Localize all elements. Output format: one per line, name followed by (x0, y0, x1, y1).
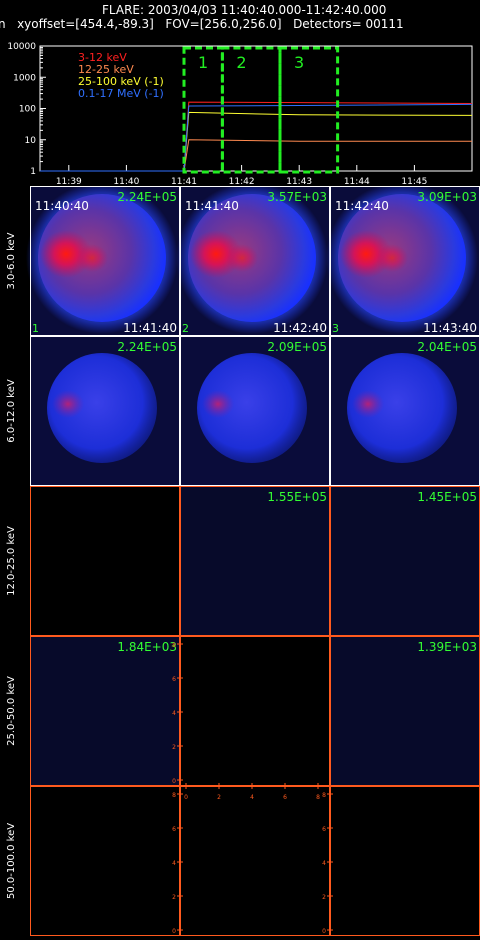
interval-label-1: 1 (198, 53, 208, 72)
orange-axis-label: 0 (322, 928, 326, 935)
orange-axis-label: 2 (172, 894, 176, 901)
legend-entry-3: 25-100 keV (-1) (78, 75, 164, 88)
panel-border (180, 336, 330, 486)
empty-black-panel (180, 636, 330, 786)
x-tick-label: 11:45 (401, 177, 427, 186)
orange-axis-label: 4 (172, 710, 176, 717)
page-title: FLARE: 2003/04/03 11:40:40.000-11:42:40.… (102, 3, 387, 17)
series-line-2 (40, 139, 472, 172)
y-tick-label: 1 (30, 167, 36, 177)
empty-black-panel (180, 786, 330, 936)
max-counts-label: 3.57E+03 (267, 190, 327, 204)
max-counts-label: 2.04E+05 (417, 340, 477, 354)
orange-axis-label: 0 (184, 794, 188, 801)
orange-axis-label: 0 (172, 778, 176, 785)
interval-end-time: 11:41:40 (123, 321, 177, 335)
dark-image-panel (330, 636, 480, 786)
max-counts-label: 2.24E+05 (117, 340, 177, 354)
orange-axis-label: 2 (322, 894, 326, 901)
interval-end-time: 11:43:40 (423, 321, 477, 335)
empty-black-panel (30, 786, 180, 936)
orange-axis-label: 6 (283, 794, 287, 801)
panel-border (30, 486, 180, 636)
max-counts-label: 1.84E+03 (117, 640, 177, 654)
dark-image-panel (180, 486, 330, 636)
series-line-4 (40, 103, 473, 172)
max-counts-label: 1.45E+05 (417, 490, 477, 504)
energy-band-label: 50.0-100.0 keV (6, 823, 17, 899)
flare-disk-blue (47, 353, 157, 463)
dark-image-panel (30, 636, 180, 786)
left-fragment: n (0, 17, 6, 31)
legend-entry-2: 12-25 keV (78, 63, 134, 76)
energy-band-label: 12.0-25.0 keV (6, 526, 17, 596)
x-tick-label: 11:39 (56, 177, 82, 186)
flare-disk-blue (197, 353, 307, 463)
lightcurve-chart: 1 10 100 1000 10000 11:39 11:40 11:41 11:42 11:43… (7, 42, 473, 186)
x-tick-label: 11:40 (113, 177, 139, 186)
interval-box-2 (220, 46, 282, 174)
max-counts-label: 2.09E+05 (267, 340, 327, 354)
flare-hot-spot-blue (352, 390, 384, 418)
flare-disk-blue (347, 353, 457, 463)
flare-hot-spot-blue (52, 390, 84, 418)
detectors-text: Detectors= 00111 (293, 17, 404, 31)
orange-axis-label: 2 (217, 794, 221, 801)
max-counts-label: 3.09E+03 (417, 190, 477, 204)
interval-start-time: 11:42:40 (335, 199, 389, 213)
orange-axis-label: 6 (172, 676, 176, 683)
interval-number: 1 (32, 322, 39, 335)
flare-hot-spot-blue (202, 390, 234, 418)
flare-secondary-spot (226, 244, 258, 272)
energy-band-label: 6.0-12.0 keV (6, 379, 17, 443)
dark-image-panel (330, 486, 480, 636)
orange-axis-label: 6 (322, 826, 326, 833)
x-tick-label: 11:43 (286, 177, 312, 186)
interval-end-time: 11:42:40 (273, 321, 327, 335)
legend-entry-1: 3-12 keV (78, 51, 127, 64)
interval-label-3: 3 (294, 53, 304, 72)
orange-axis-label: 0 (172, 928, 176, 935)
y-tick-label: 100 (19, 105, 36, 115)
panel-border (180, 486, 330, 636)
orange-axis-label: 2 (172, 744, 176, 751)
orange-axis-label: 4 (322, 860, 326, 867)
interval-number: 3 (332, 322, 339, 335)
max-counts-label: 1.55E+05 (267, 490, 327, 504)
panel-border (30, 336, 180, 486)
empty-black-panel (330, 786, 480, 936)
legend-entry-4: 0.1-17 MeV (-1) (78, 87, 164, 100)
y-tick-label: 1000 (13, 73, 36, 83)
xyoffset-text: xyoffset=[454.4,-89.3] (17, 17, 154, 31)
y-tick-label: 10000 (7, 42, 36, 52)
x-tick-label: 11:42 (229, 177, 255, 186)
flare-secondary-spot (376, 244, 408, 272)
interval-start-time: 11:41:40 (185, 199, 239, 213)
orange-axis-label: 8 (316, 794, 320, 801)
x-tick-label: 11:41 (171, 177, 197, 186)
parameter-line: n xyoffset=[454.4,-89.3] FOV=[256.0,256.… (0, 17, 478, 31)
image-grid: 2.24E+05 11:40:40 11:41:40 1 3.57E+03 11:41:4… (6, 186, 480, 936)
max-counts-label: 2.24E+05 (117, 190, 177, 204)
y-tick-label: 10 (25, 136, 37, 146)
orange-axis-label: 8 (172, 642, 176, 649)
series-line-3 (40, 111, 473, 172)
fov-text: FOV=[256.0,256.0] (165, 17, 282, 31)
empty-black-panel (30, 486, 180, 636)
orange-axis-label: 6 (172, 826, 176, 833)
x-tick-label: 11:44 (344, 177, 370, 186)
energy-band-label: 25.0-50.0 keV (6, 676, 17, 746)
orange-axis-label: 4 (250, 794, 254, 801)
orange-axis-label: 8 (172, 792, 176, 799)
orange-axis-label: 4 (172, 860, 176, 867)
interval-start-time: 11:40:40 (35, 199, 89, 213)
energy-band-label: 3.0-6.0 keV (6, 232, 17, 289)
interval-number: 2 (182, 322, 189, 335)
max-counts-label: 1.39E+03 (417, 640, 477, 654)
interval-label-2: 2 (236, 53, 246, 72)
series-line-1 (40, 101, 473, 172)
interval-box-3 (278, 46, 340, 174)
orange-axis-label: 8 (322, 792, 326, 799)
flare-secondary-spot (76, 244, 108, 272)
